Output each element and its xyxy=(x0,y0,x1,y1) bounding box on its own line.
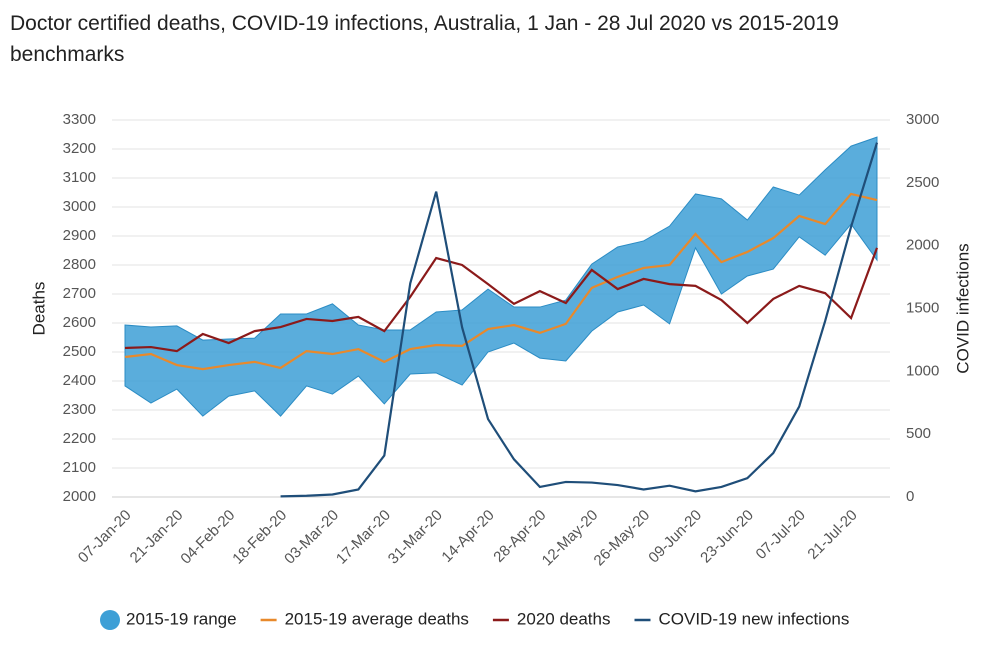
legend-label: COVID-19 new infections xyxy=(659,609,850,628)
y2-tick-label: 1000 xyxy=(906,362,939,379)
y2-tick-label: 3000 xyxy=(906,111,939,128)
y-tick-label: 3100 xyxy=(63,169,96,186)
y-tick-label: 2200 xyxy=(63,430,96,447)
series-line xyxy=(124,247,879,353)
y-tick-label: 2300 xyxy=(63,401,96,418)
y-tick-label: 3300 xyxy=(63,111,96,128)
y-tick-label: 2000 xyxy=(63,488,96,505)
y-axis-title: Deaths xyxy=(29,282,48,336)
x-tick-label: 26-May-20 xyxy=(591,507,654,570)
series-line xyxy=(124,192,878,371)
x-tick-label: 31-Mar-20 xyxy=(385,507,446,568)
legend-label: 2015-19 range xyxy=(126,609,237,628)
x-tick-label: 07-Jul-20 xyxy=(753,507,809,563)
x-tick-label: 21-Jul-20 xyxy=(804,507,860,563)
series-line xyxy=(280,142,879,498)
y2-tick-label: 2000 xyxy=(906,237,939,254)
y-tick-label: 3200 xyxy=(63,140,96,157)
x-tick-label: 09-Jun-20 xyxy=(645,507,705,567)
legend-label: 2020 deaths xyxy=(517,609,611,628)
x-tick-label: 07-Jan-20 xyxy=(75,507,135,567)
legend-label: 2015-19 average deaths xyxy=(285,609,469,628)
x-tick-label: 03-Mar-20 xyxy=(281,507,342,568)
y2-tick-label: 0 xyxy=(906,488,914,505)
x-tick-label: 04-Feb-20 xyxy=(177,507,238,568)
x-tick-label: 17-Mar-20 xyxy=(333,507,394,568)
chart-title: Doctor certified deaths, COVID-19 infect… xyxy=(10,12,839,66)
y-tick-label: 2500 xyxy=(63,343,96,360)
legend-swatch xyxy=(100,610,120,630)
x-tick-label: 23-Jun-20 xyxy=(697,507,757,567)
y2-tick-label: 1500 xyxy=(906,299,939,316)
y2-tick-label: 500 xyxy=(906,425,931,442)
y-tick-label: 2700 xyxy=(63,285,96,302)
y-tick-label: 2400 xyxy=(63,372,96,389)
range-area xyxy=(124,136,878,417)
y-tick-label: 2900 xyxy=(63,227,96,244)
x-tick-label: 21-Jan-20 xyxy=(127,507,187,567)
y-tick-label: 2100 xyxy=(63,459,96,476)
y-tick-label: 2800 xyxy=(63,256,96,273)
y2-axis-title: COVID infections xyxy=(953,243,972,373)
y2-tick-label: 2500 xyxy=(906,174,939,191)
x-tick-label: 14-Apr-20 xyxy=(438,507,497,566)
y-tick-label: 3000 xyxy=(63,198,96,215)
x-tick-label: 18-Feb-20 xyxy=(229,507,290,568)
y-tick-label: 2600 xyxy=(63,314,96,331)
